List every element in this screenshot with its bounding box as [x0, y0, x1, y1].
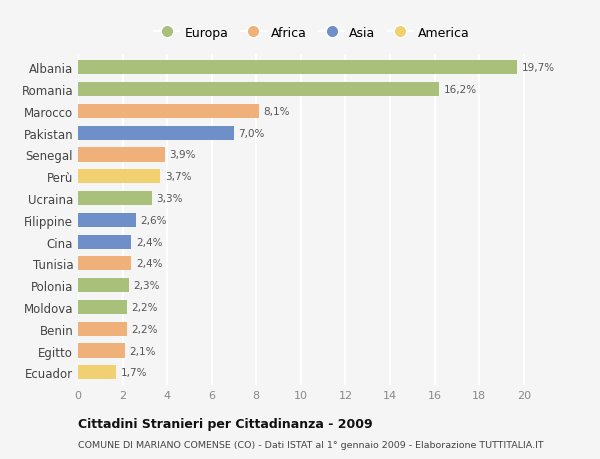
Bar	[78, 344, 125, 358]
Text: 8,1%: 8,1%	[263, 106, 289, 117]
Text: 2,3%: 2,3%	[134, 280, 160, 291]
Bar	[78, 300, 127, 314]
Text: COMUNE DI MARIANO COMENSE (CO) - Dati ISTAT al 1° gennaio 2009 - Elaborazione TU: COMUNE DI MARIANO COMENSE (CO) - Dati IS…	[78, 441, 544, 449]
Bar	[78, 170, 160, 184]
Bar	[78, 235, 131, 249]
Bar	[78, 279, 129, 293]
Text: 7,0%: 7,0%	[238, 129, 265, 138]
Text: Cittadini Stranieri per Cittadinanza - 2009: Cittadini Stranieri per Cittadinanza - 2…	[78, 417, 373, 430]
Bar	[78, 148, 165, 162]
Bar	[78, 126, 234, 140]
Bar	[78, 191, 152, 206]
Text: 16,2%: 16,2%	[443, 85, 476, 95]
Text: 2,2%: 2,2%	[131, 302, 158, 312]
Text: 3,9%: 3,9%	[169, 150, 196, 160]
Text: 3,3%: 3,3%	[156, 194, 182, 204]
Text: 2,2%: 2,2%	[131, 324, 158, 334]
Bar	[78, 257, 131, 271]
Bar	[78, 213, 136, 227]
Bar	[78, 83, 439, 97]
Bar	[78, 105, 259, 119]
Bar	[78, 61, 517, 75]
Text: 3,7%: 3,7%	[165, 172, 191, 182]
Text: 2,6%: 2,6%	[140, 215, 167, 225]
Legend: Europa, Africa, Asia, America: Europa, Africa, Asia, America	[149, 22, 475, 45]
Bar	[78, 322, 127, 336]
Text: 2,1%: 2,1%	[129, 346, 156, 356]
Text: 2,4%: 2,4%	[136, 259, 163, 269]
Text: 2,4%: 2,4%	[136, 237, 163, 247]
Text: 19,7%: 19,7%	[521, 63, 554, 73]
Bar	[78, 365, 116, 380]
Text: 1,7%: 1,7%	[121, 368, 147, 377]
